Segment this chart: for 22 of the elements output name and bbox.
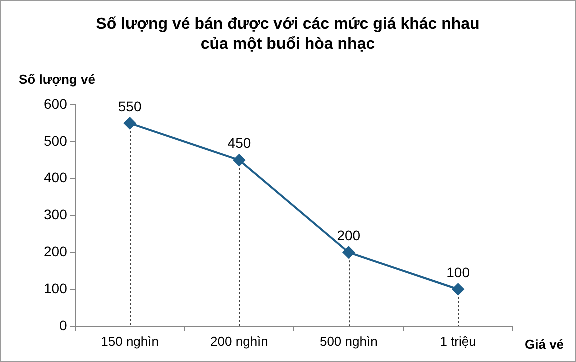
x-axis-title: Giá vé — [525, 336, 564, 352]
point — [452, 284, 464, 296]
x-tick-label: 150 nghìn — [101, 334, 159, 349]
y-tick-label: 100 — [44, 280, 68, 296]
y-axis-title: Số lượng vé — [19, 72, 96, 88]
point — [124, 117, 136, 130]
y-tick-label: 500 — [44, 132, 68, 149]
y-tick-label: 0 — [60, 317, 68, 334]
data-label: 100 — [446, 264, 470, 280]
y-tick-label: 200 — [44, 243, 68, 260]
x-tick-label: 500 nghìn — [320, 334, 378, 349]
x-tick-label: 1 triệu — [440, 334, 476, 349]
y-tick-label: 600 — [44, 96, 68, 112]
chart-title: Số lượng vé bán được với các mức giá khác nhau của một buổi hòa nhạc — [95, 15, 481, 55]
data-label: 200 — [337, 227, 361, 244]
y-tick-label: 400 — [44, 170, 68, 186]
x-tick-label: 200 nghìn — [210, 334, 268, 349]
data-label: 550 — [118, 98, 142, 114]
y-tick-label: 300 — [44, 206, 68, 223]
data-label: 450 — [228, 135, 252, 152]
point — [233, 154, 246, 166]
point — [342, 246, 355, 259]
